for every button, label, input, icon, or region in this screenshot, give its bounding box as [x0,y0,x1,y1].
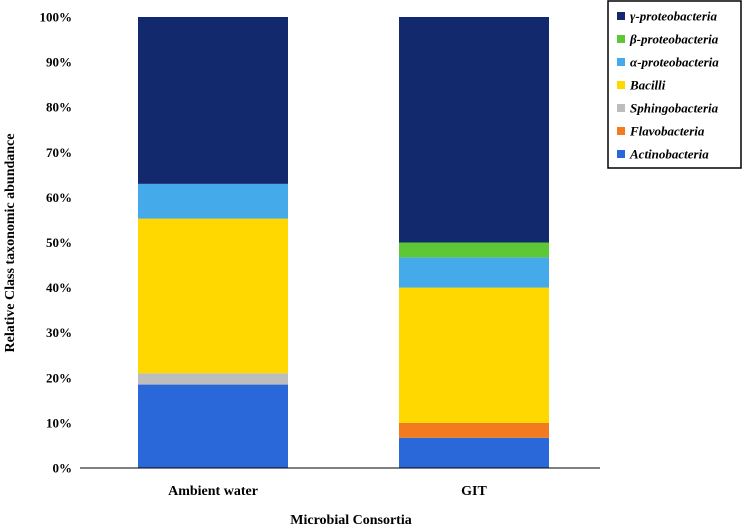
y-tick-label: 70% [46,145,72,160]
bar-segment [138,218,288,374]
bar-segment [399,422,549,438]
y-tick-label: 80% [46,100,72,115]
bar-segment [138,183,288,219]
legend-swatch [617,81,625,89]
legend-label: Bacilli [629,78,666,93]
y-tick-label: 20% [46,370,72,385]
legend-swatch [617,58,625,66]
y-axis-ticks: 0% 10% 20% 30% 40% 50% 60% 70% 80% 90% 100% [40,10,73,476]
legend-swatch [617,104,625,112]
bar-segment [399,17,549,243]
y-tick-label: 40% [46,280,72,295]
y-tick-label: 30% [46,325,72,340]
legend-swatch [617,12,625,20]
x-axis-title: Microbial Consortia [290,513,411,528]
x-category-label: Ambient water [168,484,258,499]
legend-label: β-proteobacteria [629,32,719,47]
bar-segment [138,384,288,468]
bar-segment [399,287,549,423]
bar-segment [399,257,549,288]
bar-segment [399,437,549,468]
bars [138,17,549,468]
y-tick-label: 0% [53,461,73,476]
legend-swatch [617,127,625,135]
y-tick-label: 10% [46,415,72,430]
y-tick-label: 100% [40,10,73,25]
x-category-labels: Ambient water GIT [168,484,487,499]
legend-label: Flavobacteria [629,124,705,139]
x-category-label: GIT [461,484,487,499]
y-tick-label: 50% [46,235,72,250]
legend-label: γ-proteobacteria [630,9,718,24]
y-tick-label: 60% [46,190,72,205]
legend-label: Actinobacteria [629,147,709,162]
legend-swatch [617,150,625,158]
legend-box [607,0,742,169]
legend-swatch [617,35,625,43]
y-tick-label: 90% [46,55,72,70]
legend: γ-proteobacteria β-proteobacteria α-proteo… [607,0,742,169]
bar-segment [399,242,549,258]
legend-label: α-proteobacteria [630,55,719,70]
bar-segment [138,373,288,385]
y-axis-title: Relative Class taxonomic abundance [3,134,18,353]
bar-segment [138,17,288,184]
legend-label: Sphingobacteria [630,101,719,116]
